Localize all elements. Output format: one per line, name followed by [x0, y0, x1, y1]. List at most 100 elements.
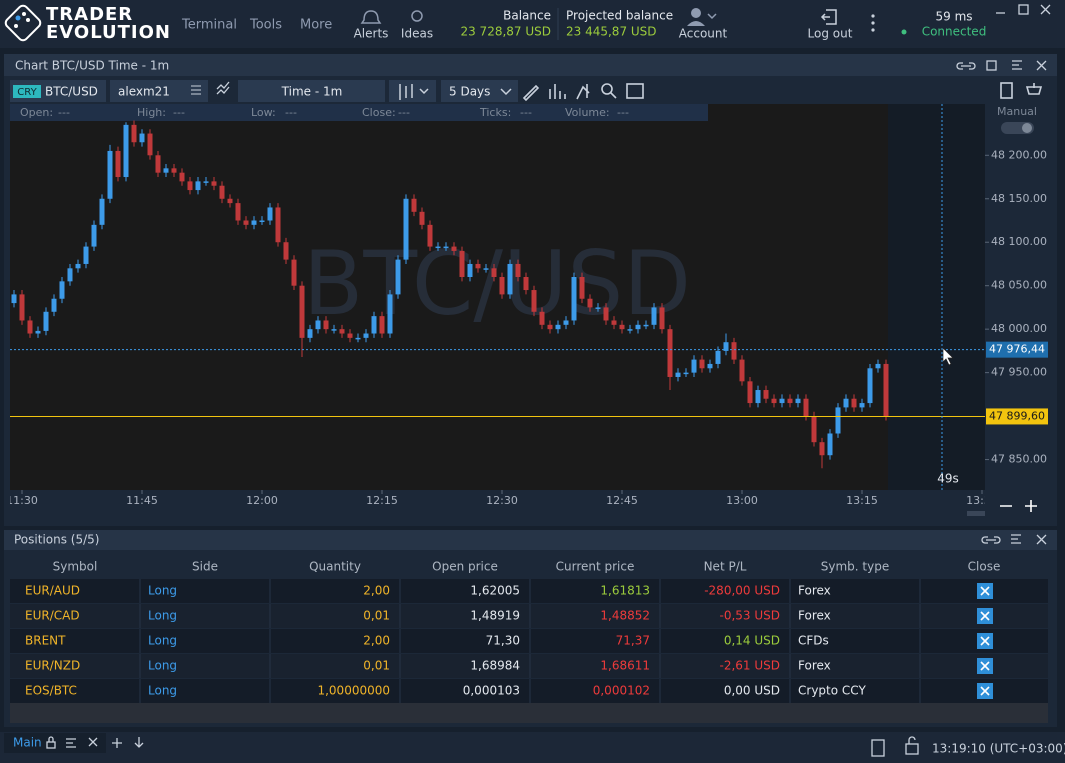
close-icon[interactable]	[980, 636, 990, 646]
table-cell: 0,000102	[593, 684, 650, 698]
table-cell: 1,48919	[470, 609, 520, 623]
candle-body	[523, 277, 529, 291]
close-icon[interactable]	[980, 586, 990, 596]
x-tick-label: 13:30	[966, 494, 998, 507]
table-cell: Long	[148, 634, 177, 648]
candle-body	[51, 298, 57, 312]
alerts-icon[interactable]	[360, 10, 382, 24]
candle-body	[667, 329, 673, 377]
column-header: Quantity	[309, 560, 361, 574]
mode-toggle-knob[interactable]	[1022, 123, 1032, 133]
window-controls[interactable]	[996, 4, 1051, 15]
candle-body	[875, 363, 881, 369]
scrollbar[interactable]	[967, 511, 985, 516]
close-icon[interactable]	[980, 661, 990, 671]
ideas-icon[interactable]	[411, 10, 423, 22]
candle-body	[547, 324, 553, 330]
last_price-label: 47 899,60	[989, 409, 1045, 422]
window-icons[interactable]	[956, 60, 1047, 71]
candle-body	[235, 203, 241, 221]
nav-item[interactable]: Terminal	[181, 18, 237, 33]
candle-body	[787, 398, 793, 404]
candle-body	[211, 181, 217, 186]
candle-body	[411, 198, 417, 212]
x-tick-label: 12:00	[246, 494, 278, 507]
candle-body	[243, 220, 249, 225]
time-axis	[10, 490, 985, 518]
info-value: ---	[58, 106, 70, 119]
candle-body	[267, 207, 273, 221]
table-cell: 1,62005	[470, 584, 520, 598]
candle-body	[539, 311, 545, 325]
account[interactable]: Account	[679, 27, 728, 41]
chevron[interactable]	[500, 88, 512, 96]
table-cell: 71,30	[486, 634, 520, 648]
close-icon[interactable]	[980, 686, 990, 696]
candle-body	[731, 342, 737, 360]
positions-table: Symbol Side Quantity Open price Current pric…	[10, 560, 1048, 703]
table-cell: 1,68611	[600, 659, 650, 673]
ideas[interactable]: Ideas	[401, 27, 433, 41]
last_price-label-box	[986, 408, 1048, 425]
candle-body	[99, 198, 105, 225]
candle-body	[395, 259, 401, 295]
x-tick-label: 11:30	[6, 494, 38, 507]
candle-body	[171, 168, 177, 173]
footer-icons[interactable]	[46, 736, 919, 757]
candle-body	[507, 263, 513, 295]
menu-dots[interactable]	[871, 14, 875, 32]
nav-item[interactable]: Tools	[249, 18, 282, 33]
candle-body	[307, 329, 313, 338]
candles	[11, 120, 889, 469]
candle-body	[659, 307, 665, 330]
logout[interactable]: Log out	[808, 27, 853, 41]
table-cell: Forex	[798, 609, 831, 623]
candle-body	[467, 263, 473, 278]
candle-body	[867, 368, 873, 404]
table-row	[10, 579, 1048, 603]
logout-icon[interactable]	[820, 9, 837, 25]
candle-body	[675, 372, 681, 377]
asset-class: CRY	[17, 87, 37, 98]
range-box[interactable]	[441, 80, 518, 102]
alerts[interactable]: Alerts	[354, 27, 389, 41]
account-icon[interactable]	[691, 8, 701, 18]
positions-title: Positions (5/5)	[14, 533, 99, 547]
workspace-name[interactable]: Main	[13, 736, 42, 750]
timeframe-box[interactable]	[238, 80, 385, 102]
logo-text: EVOLUTION	[46, 22, 171, 43]
mode[interactable]: Manual	[997, 105, 1037, 118]
candle-body	[435, 246, 441, 249]
symbol[interactable]: BTC/USD	[45, 85, 98, 99]
list-icon[interactable]	[191, 85, 201, 95]
candle-body	[115, 150, 121, 178]
info-label: Close:	[362, 106, 396, 119]
ping: 59 ms	[935, 10, 972, 24]
window-title: Chart BTC/USD Time - 1m	[15, 59, 169, 73]
info-bar	[10, 104, 708, 121]
range[interactable]: 5 Days	[449, 85, 490, 99]
y-tick-label: 48 200.00	[991, 148, 1047, 161]
column-header: Symb. type	[821, 560, 889, 574]
zoom-buttons[interactable]	[1000, 500, 1037, 512]
asset-badge	[13, 85, 41, 98]
nav-item[interactable]: More	[300, 18, 332, 33]
tool-icons[interactable]	[522, 82, 1043, 102]
close-icon[interactable]	[980, 611, 990, 621]
chart-type-icon[interactable]	[399, 84, 429, 100]
window-icons[interactable]	[981, 534, 1047, 545]
candle-body	[299, 285, 305, 338]
candle-body	[163, 168, 169, 173]
candle-body	[595, 307, 601, 309]
chart-account[interactable]: alexm21	[118, 85, 170, 99]
chevron[interactable]	[707, 13, 717, 20]
table-cell: CFDs	[798, 634, 829, 648]
timeframe[interactable]: Time - 1m	[281, 85, 343, 99]
crosshair-label: 47 976,44	[989, 343, 1045, 356]
account-box[interactable]	[110, 80, 208, 102]
table-row	[10, 679, 1048, 703]
account-icon[interactable]	[687, 21, 705, 26]
indicator-icon[interactable]	[216, 81, 230, 95]
table-cell: -280,00 USD	[704, 584, 780, 598]
